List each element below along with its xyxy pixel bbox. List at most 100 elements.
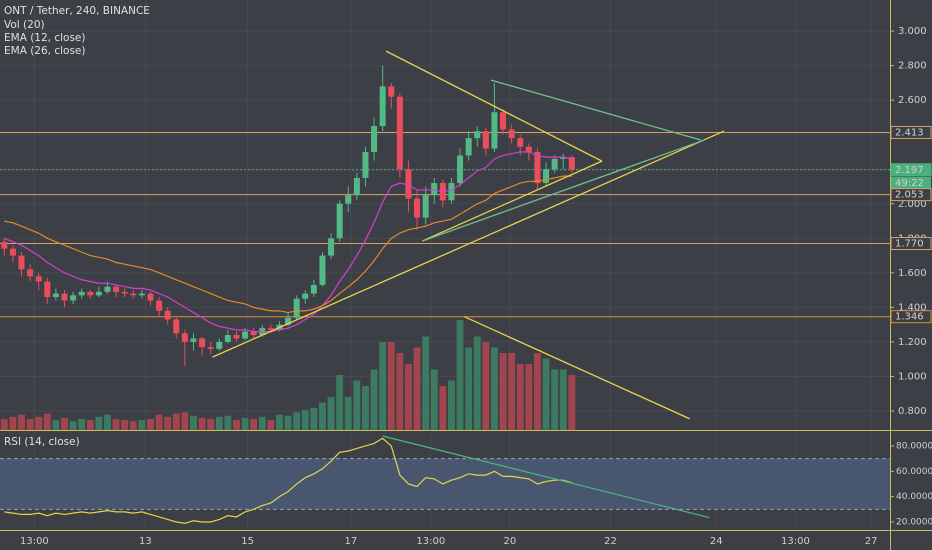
- volume-bar: [413, 347, 421, 430]
- price-level-box: [890, 188, 932, 202]
- candle-body: [379, 86, 386, 127]
- candle-body: [113, 286, 120, 292]
- price-level-box: [890, 236, 932, 250]
- volume-bar: [250, 419, 258, 430]
- candle-body: [302, 293, 309, 299]
- candle-body: [199, 338, 206, 348]
- candle-body: [431, 183, 438, 196]
- rsi-tick-label: 20.0000: [896, 518, 932, 528]
- candle-body: [18, 255, 25, 270]
- candle-body: [173, 319, 180, 334]
- indicator-label: Vol (20): [4, 19, 45, 31]
- candle-body: [448, 183, 455, 201]
- rsi-trendline: [382, 435, 710, 519]
- candle-body: [319, 255, 326, 285]
- candle-body: [70, 295, 77, 301]
- volume-bar: [319, 402, 326, 430]
- candle-body: [500, 112, 507, 130]
- volume-bar: [258, 416, 266, 430]
- price-level-box: [890, 125, 932, 139]
- volume-bar: [499, 353, 507, 430]
- candle-body: [285, 317, 292, 325]
- volume-bar: [112, 419, 120, 430]
- candle-body: [560, 157, 567, 159]
- candle-body: [147, 293, 154, 301]
- y-tick-label: 1.400: [898, 302, 927, 313]
- volume-bar: [353, 380, 361, 430]
- y-tick-label: 1.000: [898, 371, 927, 382]
- volume-bar: [430, 369, 438, 430]
- candle-body: [207, 347, 214, 349]
- ema-line: [4, 151, 572, 333]
- volume-bar: [370, 369, 378, 430]
- volume-bar: [344, 397, 352, 430]
- candle-body: [371, 126, 378, 152]
- volume-bar: [155, 414, 163, 430]
- volume-bar: [422, 336, 430, 430]
- volume-bar: [129, 421, 137, 430]
- volume-bar: [86, 420, 94, 430]
- candle-body: [474, 131, 481, 139]
- candle-body: [396, 96, 403, 170]
- volume-bar: [448, 380, 455, 430]
- volume-bar: [508, 353, 516, 430]
- volume-bar: [516, 364, 524, 430]
- volume-bar: [43, 413, 51, 430]
- volume-bar: [491, 347, 498, 430]
- candle-body: [293, 298, 300, 318]
- volume-bar: [525, 364, 533, 430]
- countdown-box: [891, 176, 931, 189]
- volume-bar: [233, 420, 240, 430]
- volume-bar: [35, 416, 43, 430]
- x-tick-label: 27: [865, 536, 878, 547]
- volume-bar: [439, 386, 447, 430]
- x-tick-label: 22: [604, 536, 617, 547]
- candle-body: [551, 158, 558, 170]
- volume-bar: [465, 347, 473, 430]
- volume-bar: [534, 353, 541, 430]
- trendline: [421, 139, 705, 242]
- price-level-label: 2.053: [895, 190, 924, 201]
- candle-body: [9, 248, 16, 256]
- volume-bar: [138, 420, 146, 430]
- volume-bar: [61, 417, 68, 430]
- y-tick-label: 2.600: [898, 95, 927, 106]
- candle-body: [87, 291, 94, 296]
- volume-bar: [0, 419, 8, 430]
- volume-bar: [9, 416, 17, 430]
- candle-body: [181, 333, 188, 342]
- volume-bar: [327, 397, 335, 430]
- volume-bar: [284, 415, 292, 430]
- candle-body: [525, 146, 532, 152]
- volume-bar: [69, 421, 77, 430]
- volume-bar: [52, 420, 60, 430]
- volume-bar: [26, 419, 34, 430]
- candle-body: [130, 293, 137, 296]
- volume-bar: [241, 417, 249, 430]
- x-tick-label: 13: [139, 536, 152, 547]
- candle-body: [95, 291, 102, 296]
- candle-body: [233, 335, 240, 339]
- volume-bar: [215, 416, 223, 430]
- trendline: [385, 50, 603, 162]
- candle-body: [267, 328, 274, 330]
- rsi-line: [4, 437, 573, 524]
- x-tick-label: 24: [710, 536, 723, 547]
- candle-body: [44, 281, 51, 298]
- x-tick-label: 15: [241, 536, 254, 547]
- volume-bar: [181, 412, 189, 430]
- volume-bar: [164, 416, 172, 430]
- candle-body: [543, 169, 550, 184]
- volume-bar: [78, 419, 86, 430]
- indicator-label: EMA (26, close): [4, 45, 86, 57]
- candle-body: [422, 195, 429, 218]
- volume-bar: [568, 375, 576, 430]
- x-tick-label: 13:00: [416, 536, 445, 547]
- x-tick-label: 13:00: [781, 536, 810, 547]
- y-tick-label: 0.800: [898, 406, 927, 417]
- y-tick-label: 2.000: [898, 199, 927, 210]
- volume-bar: [310, 408, 318, 430]
- y-tick-label: 3.000: [898, 26, 927, 37]
- volume-bar: [95, 416, 103, 430]
